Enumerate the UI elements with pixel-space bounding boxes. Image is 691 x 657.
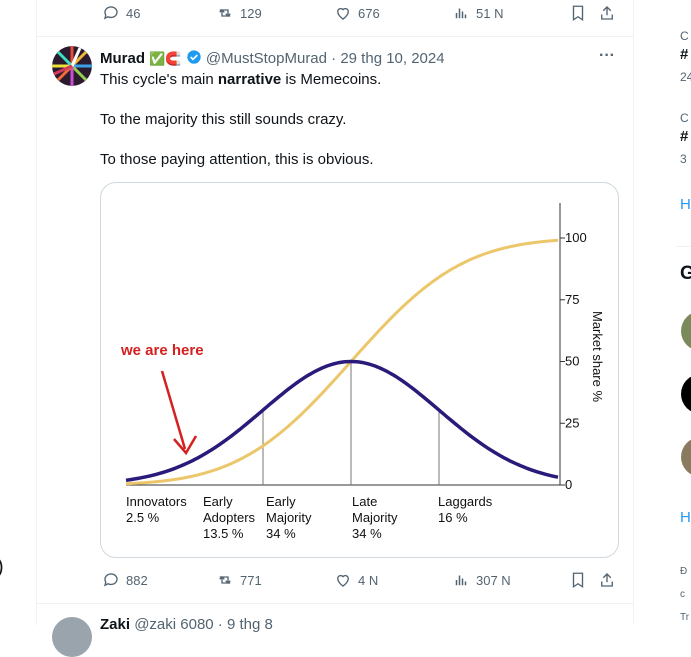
reply-icon <box>103 573 118 587</box>
trend-2-title[interactable]: # <box>680 128 689 145</box>
footer-link-1[interactable]: Đ <box>680 566 688 577</box>
annotation-arrow-head <box>173 435 198 456</box>
prev-repost-button[interactable]: 129 <box>216 4 262 22</box>
tweet-header: Murad ✅🧲 @MustStopMurad · 29 thg 10, 202… <box>100 49 445 67</box>
y-tick-label: 25 <box>565 415 579 430</box>
segment-percent: 16 % <box>438 510 468 525</box>
reply-count: 882 <box>126 572 148 588</box>
suggestion-avatar-3[interactable] <box>681 437 691 477</box>
y-tick-label: 100 <box>565 230 587 245</box>
trend-1-title[interactable]: # <box>680 46 689 63</box>
bookmark-icon <box>572 5 584 22</box>
tweet-separator-bottom <box>36 603 634 604</box>
trend-1-count: 24 <box>680 70 691 84</box>
heart-icon <box>337 7 349 20</box>
avatar-image <box>52 46 92 86</box>
segment-label-line2: Majority <box>266 510 312 525</box>
views-button[interactable]: 307 N <box>452 571 511 589</box>
y-tick-label: 50 <box>565 354 579 369</box>
views-icon <box>455 575 467 586</box>
repost-icon <box>219 576 231 584</box>
more-options-button[interactable]: ··· <box>599 47 615 64</box>
reply-icon <box>103 6 118 20</box>
show-more-follow-link[interactable]: H <box>680 509 691 526</box>
prev-like-button[interactable]: 676 <box>334 4 380 22</box>
heart-icon <box>337 574 349 587</box>
segment-label-line2: Majority <box>352 510 398 525</box>
segment-percent: 34 % <box>266 526 296 541</box>
annotation-arrow-shaft <box>160 370 187 450</box>
author-name[interactable]: Murad <box>100 50 145 67</box>
segment-percent: 34 % <box>352 526 382 541</box>
author-emojis: ✅🧲 <box>149 51 182 66</box>
tweet-separator-top <box>36 36 634 37</box>
segment-label-line1: Early <box>266 494 296 509</box>
tweet-text-line1: This cycle's main narrative is Memecoins… <box>100 71 382 88</box>
author-avatar[interactable] <box>52 46 92 86</box>
y-tick-label: 75 <box>565 292 579 307</box>
author-handle-date[interactable]: @MustStopMurad · 29 thg 10, 2024 <box>205 50 445 67</box>
annotation-text: we are here <box>120 342 204 359</box>
tweet-text-line2: To the majority this still sounds crazy. <box>100 111 347 128</box>
prev-reply-button[interactable]: 46 <box>102 4 140 22</box>
prev-reply-count: 46 <box>126 5 141 21</box>
verified-badge-icon <box>187 50 201 64</box>
suggestion-avatar-2[interactable] <box>681 374 691 414</box>
trend-1-category: C <box>680 29 689 43</box>
adoption-bell-curve <box>125 359 559 483</box>
bold-word: narrative <box>217 71 282 88</box>
y-axis-label: Market share % <box>590 311 605 402</box>
trend-2-category: C <box>680 111 689 125</box>
suggestion-avatar-1[interactable] <box>681 311 691 351</box>
footer-link-3[interactable]: Tr <box>680 612 690 623</box>
show-more-trends-link[interactable]: H <box>680 196 691 213</box>
reply-button[interactable]: 882 <box>102 571 148 589</box>
prev-share-button[interactable] <box>598 4 616 27</box>
prev-views-button[interactable]: 51 N <box>452 4 503 22</box>
who-to-follow-heading: G <box>680 263 691 284</box>
segment-label-line2: Adopters <box>203 510 256 525</box>
views-icon <box>455 8 467 19</box>
next-tweet-avatar[interactable] <box>52 617 92 657</box>
segment-label: Innovators <box>126 494 187 509</box>
tweet-text-line3: To those paying attention, this is obvio… <box>100 151 374 168</box>
y-tick-label: 0 <box>565 477 572 492</box>
segment-percent: 2.5 % <box>126 510 160 525</box>
bookmark-icon <box>572 572 584 589</box>
share-icon <box>601 6 613 20</box>
repost-button[interactable]: 771 <box>216 571 262 589</box>
segment-percent: 13.5 % <box>203 526 244 541</box>
prev-views-count: 51 N <box>476 5 504 21</box>
share-icon <box>601 573 613 587</box>
share-button[interactable] <box>598 571 616 594</box>
sidebar-divider <box>676 246 691 247</box>
segment-label: Laggards <box>438 494 493 509</box>
left-edge-fragment: ) <box>0 556 4 579</box>
prev-repost-count: 129 <box>240 5 262 21</box>
like-count: 4 N <box>358 572 379 588</box>
prev-bookmark-button[interactable] <box>569 4 587 27</box>
like-button[interactable]: 4 N <box>334 571 378 589</box>
bookmark-button[interactable] <box>569 571 587 594</box>
segment-label-line1: Early <box>203 494 233 509</box>
tweet-image-card[interactable]: 0 25 50 75 100 Market share % Innovators 2.5 % E… <box>100 182 619 558</box>
repost-count: 771 <box>240 572 262 588</box>
timeline-right-border <box>633 0 634 625</box>
timeline-left-border <box>36 0 37 625</box>
market-share-curve <box>125 238 559 486</box>
segment-label-line1: Late <box>352 494 377 509</box>
trend-2-count: 3 <box>680 152 687 166</box>
views-count: 307 N <box>476 572 511 588</box>
prev-like-count: 676 <box>358 5 380 21</box>
footer-link-2[interactable]: c <box>680 589 685 600</box>
repost-icon <box>219 9 231 17</box>
